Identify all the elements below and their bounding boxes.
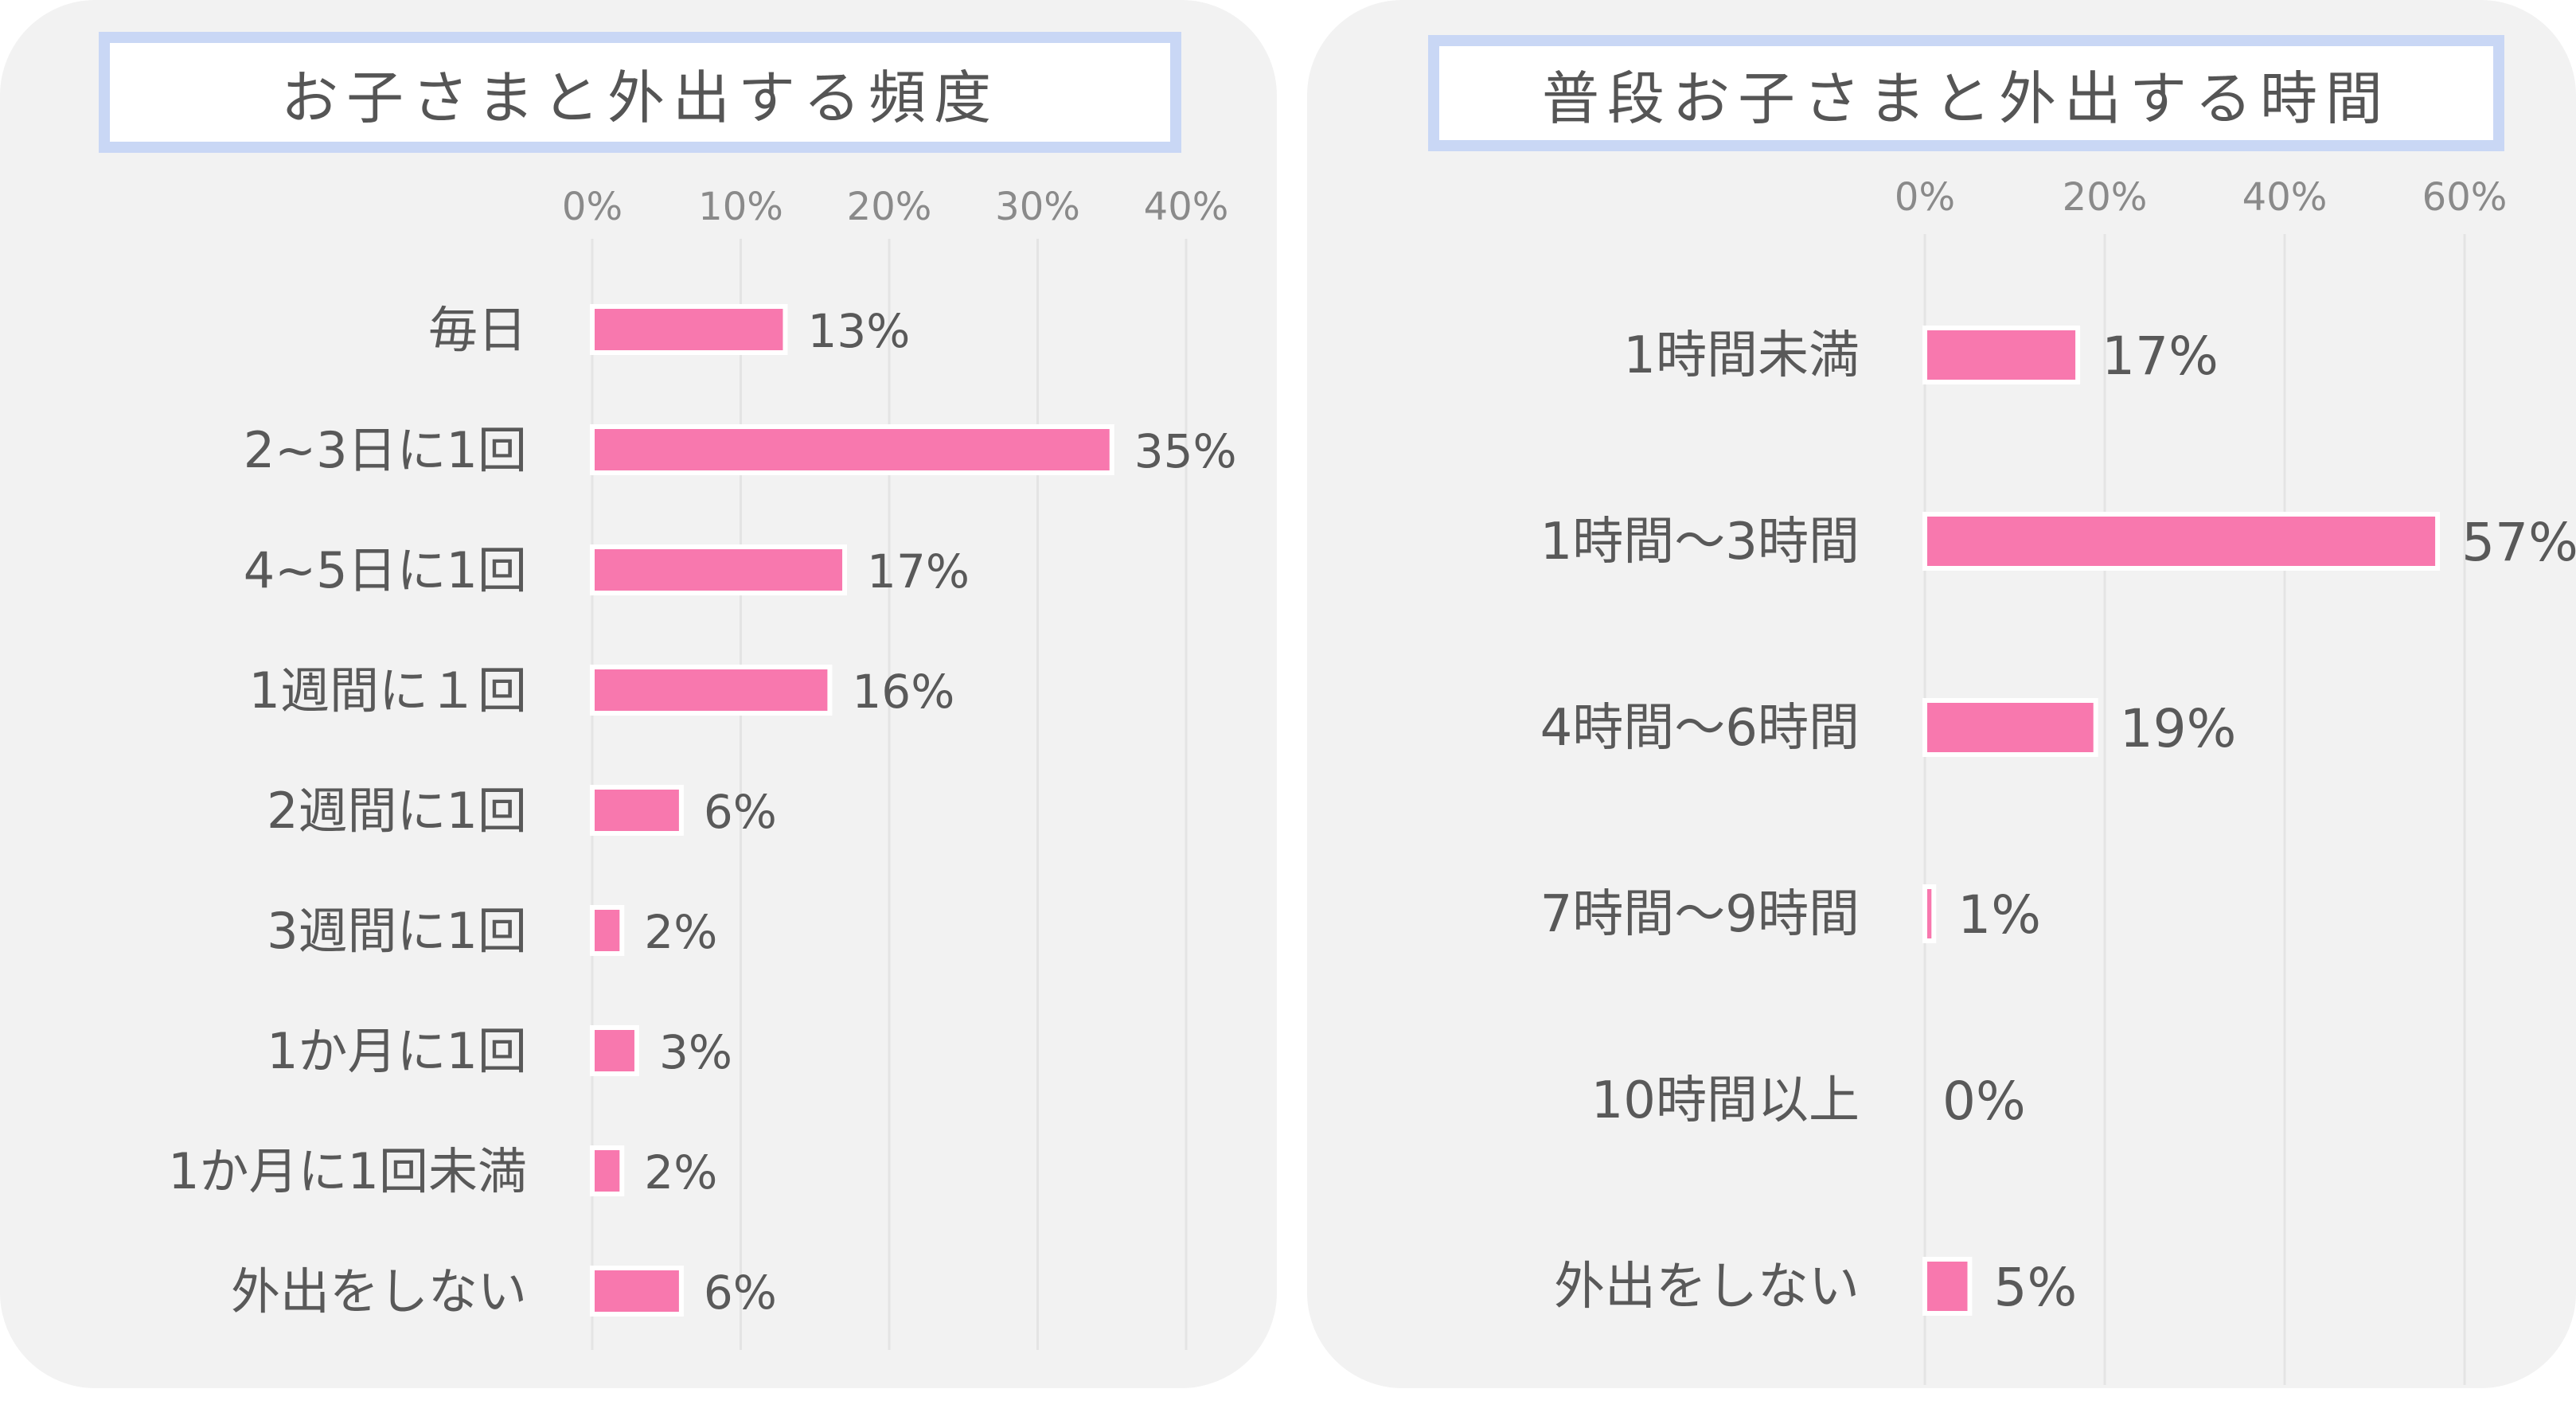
left-chart-data-label: 13%: [807, 304, 910, 358]
right-chart-panel: [1307, 0, 2576, 1388]
right-chart-data-label: 0%: [1942, 1071, 2026, 1132]
left-chart-data-label: 6%: [704, 785, 777, 839]
left-chart-title: お子さまと外出する頻度: [99, 32, 1181, 153]
left-chart-category-label: 2~3日に1回: [244, 421, 527, 479]
left-chart-bar: [590, 785, 684, 836]
left-chart-x-tick-label: 10%: [698, 185, 783, 229]
right-chart-data-label: 17%: [2102, 326, 2219, 387]
left-chart-x-tick-label: 0%: [562, 185, 623, 229]
right-chart-category-label: 1時間未満: [1623, 326, 1860, 385]
right-chart-category-label: 外出をしない: [1554, 1258, 1860, 1317]
left-chart-x-tick-label: 20%: [847, 185, 932, 229]
left-chart-category-label: 4~5日に1回: [244, 541, 527, 599]
left-chart-data-label: 16%: [852, 665, 954, 719]
left-chart-category-label: 毎日: [428, 301, 527, 359]
right-chart-bar: [1922, 884, 1937, 943]
right-chart-category-label: 1時間～3時間: [1540, 513, 1860, 572]
left-chart-bar: [590, 1266, 684, 1317]
left-chart-x-tick-label: 30%: [995, 185, 1080, 229]
right-chart-x-tick-label: 60%: [2422, 175, 2508, 220]
left-chart-data-label: 35%: [1134, 424, 1237, 478]
right-chart-title: 普段お子さまと外出する時間: [1428, 35, 2504, 151]
left-chart-bar: [590, 1145, 625, 1196]
left-chart-category-label: 外出をしない: [231, 1262, 527, 1321]
right-chart-x-tick-label: 40%: [2242, 175, 2328, 220]
right-chart-x-tick-label: 20%: [2063, 175, 2148, 220]
left-chart-bar: [590, 905, 625, 956]
right-chart-category-label: 4時間～6時間: [1540, 699, 1860, 758]
left-chart-x-tick-label: 40%: [1144, 185, 1229, 229]
right-chart-bar: [1922, 512, 2441, 571]
right-chart-bar: [1922, 698, 2098, 757]
left-chart-bar: [590, 1025, 639, 1076]
right-chart-data-label: 57%: [2461, 512, 2576, 573]
right-chart-category-label: 7時間～9時間: [1540, 885, 1860, 944]
left-chart-bar: [590, 424, 1114, 475]
right-chart-bar: [1922, 1257, 1973, 1316]
left-chart-category-label: 1週間に１回: [249, 661, 527, 720]
right-chart-category-label: 10時間以上: [1591, 1071, 1860, 1130]
right-chart-data-label: 19%: [2120, 698, 2237, 759]
left-chart-data-label: 2%: [644, 1145, 717, 1200]
right-chart-x-tick-label: 0%: [1895, 175, 1955, 220]
right-chart-bar: [1922, 326, 2081, 384]
left-chart-category-label: 1か月に1回未満: [168, 1142, 527, 1200]
left-chart-data-label: 3%: [659, 1025, 732, 1079]
left-chart-category-label: 3週間に1回: [267, 902, 527, 960]
left-chart-bar: [590, 304, 788, 355]
left-chart-bar: [590, 544, 848, 595]
left-chart-category-label: 1か月に1回: [267, 1022, 527, 1080]
right-chart-data-label: 1%: [1957, 884, 2041, 946]
left-chart-bar: [590, 665, 833, 716]
left-chart-data-label: 2%: [644, 905, 717, 959]
left-chart-data-label: 6%: [704, 1266, 777, 1320]
left-chart-data-label: 17%: [867, 544, 970, 599]
right-chart-data-label: 5%: [1994, 1257, 2078, 1318]
left-chart-category-label: 2週間に1回: [267, 782, 527, 840]
